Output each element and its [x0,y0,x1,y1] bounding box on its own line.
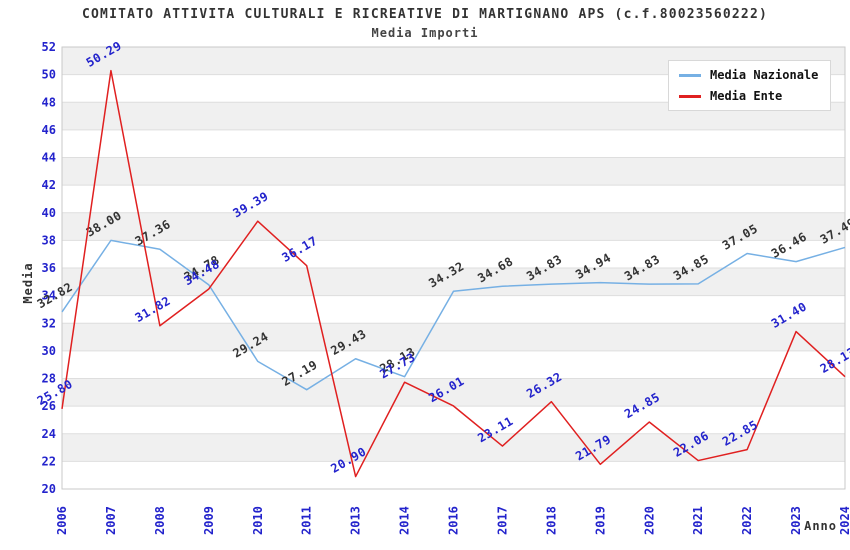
y-tick-label: 24 [42,427,56,441]
x-tick-label: 2007 [104,506,118,535]
y-tick-label: 20 [42,482,56,496]
y-tick-label: 22 [42,454,56,468]
x-tick-label: 2022 [740,506,754,535]
series-line-media-ente [61,69,846,478]
y-axis-title: Media [21,262,35,304]
y-tick-label: 46 [42,123,56,137]
x-tick-label: 2008 [153,506,167,535]
plot-band [62,378,845,407]
plot-band [62,406,845,434]
plot-band [62,350,845,379]
plot-band [62,212,845,241]
plot-border [61,46,846,490]
plot-band [62,323,845,351]
x-tick-label: 2013 [349,506,363,535]
legend-label-ente: Media Ente [710,89,783,103]
legend-item-ente: Media Ente [679,89,818,103]
x-tick-label: 2024 [838,506,850,535]
x-tick-label: 2017 [495,506,509,535]
legend-label-nazionale: Media Nazionale [710,68,819,82]
legend-swatch-nazionale [679,73,701,77]
plot-band [62,295,845,324]
legend: Media Nazionale Media Ente [668,60,832,111]
y-tick-label: 28 [42,372,56,386]
y-tick-label: 32 [42,316,56,330]
y-tick-label: 40 [42,206,56,220]
x-tick-label: 2016 [447,506,461,535]
x-tick-label: 2020 [642,506,656,535]
x-tick-label: 2009 [202,506,216,535]
chart-title: COMITATO ATTIVITA CULTURALI E RICREATIVE… [81,7,769,22]
y-tick-label: 36 [42,261,56,275]
x-tick-label: 2006 [55,506,69,535]
x-tick-label: 2023 [789,506,803,535]
y-tick-label: 34 [42,289,56,303]
y-tick-label: 44 [42,151,56,165]
x-tick-label: 2014 [398,506,412,535]
x-tick-label: 2019 [593,506,607,535]
plot-band [62,185,845,213]
x-tick-label: 2010 [251,506,265,535]
chart-subtitle: Media Importi [371,26,479,40]
legend-item-nazionale: Media Nazionale [679,68,818,82]
series-line-media-nazionale [61,239,846,391]
x-tick-label: 2021 [691,506,705,535]
y-tick-label: 50 [42,68,56,82]
y-tick-label: 38 [42,233,56,247]
x-axis-title: Anno [804,519,837,533]
plot-band [62,157,845,186]
legend-swatch-ente [679,94,701,98]
x-tick-label: 2018 [544,506,558,535]
plot-band [62,240,845,268]
y-tick-label: 48 [42,95,56,109]
x-tick-label: 2011 [300,506,314,535]
y-tick-label: 26 [42,399,56,413]
y-tick-label: 42 [42,178,56,192]
plot-band [62,461,845,489]
y-tick-label: 30 [42,344,56,358]
y-tick-label: 52 [42,40,56,54]
plot-band [62,129,845,158]
